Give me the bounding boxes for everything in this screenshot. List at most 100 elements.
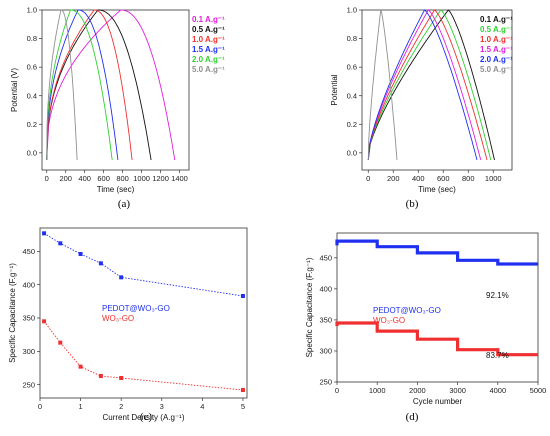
legend-entry: WO₃-GO <box>373 316 405 325</box>
legend-entry: 0.5 A.g⁻¹ <box>192 25 225 34</box>
panel-a: 0 200 400 600 800 1000 1200 1400 0.0 0.2 0.4 0.6 0.8… <box>10 6 225 210</box>
x-tick-label: 2 <box>119 402 123 411</box>
series-line <box>335 239 538 266</box>
legend-entry: 1.0 A.g⁻¹ <box>480 35 513 44</box>
y-tick-label: 0.6 <box>27 63 37 72</box>
x-axis-label: Time (sec) <box>418 185 456 194</box>
x-tick-label: 0 <box>366 174 370 183</box>
y-tick-label: 450 <box>22 247 35 256</box>
series-line <box>46 9 152 161</box>
series-line <box>367 9 478 161</box>
plot-frame <box>361 9 513 171</box>
series-line <box>43 232 243 297</box>
y-tick-label: 0.6 <box>347 63 357 72</box>
data-point <box>58 340 63 345</box>
annotation-retention: 92.1% <box>486 291 509 300</box>
series-line <box>367 9 488 161</box>
legend-entry: 0.1 A.g⁻¹ <box>480 15 513 24</box>
x-tick-label: 200 <box>387 174 400 183</box>
x-tick-label: 1000 <box>485 174 502 183</box>
y-tick-label: 400 <box>319 284 332 293</box>
series-line <box>46 9 133 161</box>
y-tick-label: 250 <box>319 378 332 387</box>
x-tick-label: 5 <box>241 402 245 411</box>
x-tick-label: 2000 <box>409 386 426 395</box>
legend-entry: 0.1 A.g⁻¹ <box>192 15 225 24</box>
y-tick-label: 1.0 <box>27 6 37 15</box>
y-tick-label: 1.0 <box>347 6 357 15</box>
x-tick-label: 800 <box>462 174 475 183</box>
legend-entry: 1.5 A.g⁻¹ <box>192 45 225 54</box>
x-tick-label: 1000 <box>369 386 386 395</box>
legend-entry: 0.5 A.g⁻¹ <box>480 25 513 34</box>
y-tick-label: 450 <box>319 253 332 262</box>
series-line <box>46 9 119 161</box>
series-line <box>367 9 495 161</box>
y-axis-label: Specific Capacitance (F.g⁻¹) <box>8 263 17 363</box>
data-point <box>240 294 245 298</box>
x-tick-label: 3 <box>160 402 164 411</box>
panel-caption: (c) <box>140 411 153 423</box>
data-point <box>119 275 124 280</box>
y-tick-label: 250 <box>22 380 35 389</box>
series-line <box>335 321 538 357</box>
legend-entry: PEDOT@WO₃-GO <box>373 306 441 315</box>
y-axis-label: Specific Capacitance (F.g⁻¹) <box>305 257 314 357</box>
y-tick-label: 300 <box>22 347 35 356</box>
legend-entry: 2.0 A.g⁻¹ <box>480 55 513 64</box>
x-tick-label: 800 <box>116 174 129 183</box>
legend-entry: 1.5 A.g⁻¹ <box>480 45 513 54</box>
legend-entry: 2.0 A.g⁻¹ <box>192 55 225 64</box>
x-tick-label: 1 <box>79 402 83 411</box>
x-tick-label: 4 <box>200 402 204 411</box>
y-tick-label: 0.0 <box>27 148 37 157</box>
x-tick-label: 0 <box>45 174 49 183</box>
series-line <box>367 9 398 161</box>
data-point <box>98 261 103 266</box>
y-tick-label: 0.0 <box>347 148 357 157</box>
series-line <box>367 9 492 161</box>
y-tick-label: 0.8 <box>347 34 357 43</box>
x-tick-label: 0 <box>38 402 42 411</box>
annotation-retention: 83.7% <box>486 351 509 360</box>
series-line <box>46 9 113 161</box>
panel-caption: (b) <box>406 198 419 210</box>
legend-entry: WO₃-GO <box>102 314 134 323</box>
x-tick-label: 1200 <box>152 174 169 183</box>
legend-entry: PEDOT@WO₃-GO <box>102 304 170 313</box>
legend-entry: 5.0 A.g⁻¹ <box>480 65 513 74</box>
x-tick-label: 3000 <box>449 386 466 395</box>
x-axis-label: Cycle number <box>413 397 463 406</box>
data-point <box>78 252 83 256</box>
panel-caption: (d) <box>406 411 419 423</box>
x-tick-label: 200 <box>59 174 72 183</box>
y-axis-label: Potential <box>330 74 339 105</box>
data-point <box>42 231 47 236</box>
x-tick-label: 1000 <box>133 174 150 183</box>
x-axis-label: Time (sec) <box>97 185 135 194</box>
panel-d: 0 1000 2000 3000 4000 5000 250 300 350 400 450 Cycl… <box>305 232 547 423</box>
data-point <box>42 319 47 324</box>
data-point <box>78 364 83 369</box>
y-tick-label: 0.4 <box>27 91 37 100</box>
legend-entry: 5.0 A.g⁻¹ <box>192 65 225 74</box>
data-point <box>240 388 245 392</box>
plot-frame <box>39 227 248 399</box>
plot-frame <box>41 9 190 171</box>
x-tick-label: 600 <box>97 174 110 183</box>
panel-b: 0 200 400 600 800 1000 0.0 0.2 0.4 0.6 0.8 1.0 Time … <box>330 6 513 210</box>
y-tick-label: 350 <box>22 314 35 323</box>
series-line <box>46 9 78 161</box>
data-point <box>98 374 103 378</box>
y-tick-label: 0.2 <box>27 120 37 129</box>
x-tick-label: 1400 <box>171 174 188 183</box>
y-tick-label: 400 <box>22 280 35 289</box>
x-tick-label: 400 <box>412 174 425 183</box>
y-tick-label: 350 <box>319 316 332 325</box>
x-tick-label: 5000 <box>530 386 547 395</box>
x-axis-label: Current Density (A.g⁻¹) <box>102 413 184 422</box>
panel-c: 0 1 2 3 4 5 250 300 350 400 450 Current Density (A.… <box>8 227 248 423</box>
y-tick-label: 0.2 <box>347 120 357 129</box>
plot-frame <box>336 232 539 383</box>
